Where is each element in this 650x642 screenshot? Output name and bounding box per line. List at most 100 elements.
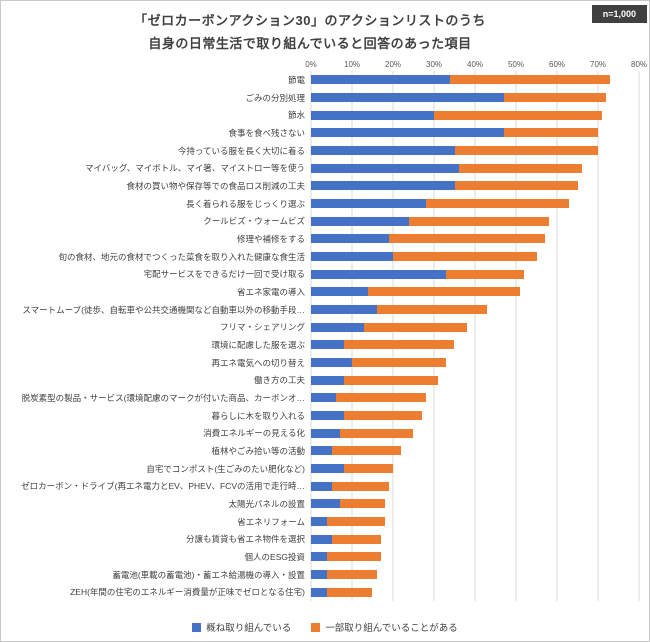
bar-segment-mostly	[311, 587, 328, 597]
chart-title: 「ゼロカーボンアクション30」のアクションリストのうち 自身の日常生活で取り組ん…	[41, 9, 579, 55]
legend-label-mostly: 概ね取り組んでいる	[206, 623, 292, 634]
bar-row: 長く着られる服をじっくり選ぶ	[11, 195, 639, 213]
bar-segment-mostly	[311, 110, 434, 120]
bar-row: 省エネ家電の導入	[11, 283, 639, 301]
bar-track	[311, 570, 639, 580]
category-label: 植林やごみ拾い等の活動	[211, 445, 305, 456]
bar-segment-mostly	[311, 428, 340, 438]
bar-row: スマートムーブ(徒歩、自転車や公共交通機関など自動車以外の移動手段…	[11, 301, 639, 319]
bar-track	[311, 128, 639, 138]
bar-segment-mostly	[311, 340, 344, 350]
bar-segment-partly	[327, 517, 385, 527]
bar-row: 環境に配慮した服を選ぶ	[11, 336, 639, 354]
bar-segment-partly	[454, 181, 578, 191]
bar-track	[311, 393, 639, 403]
x-tick-label: 50%	[507, 60, 525, 69]
bar-segment-mostly	[311, 216, 410, 226]
category-label: 分譲も賃貸も省エネ物件を選択	[185, 534, 305, 545]
category-label: スマートムーブ(徒歩、自転車や公共交通機関など自動車以外の移動手段…	[22, 304, 305, 315]
bar-row: 今持っている服を長く大切に着る	[11, 142, 639, 160]
bar-segment-partly	[458, 163, 582, 173]
bar-segment-partly	[454, 146, 598, 156]
bar-segment-mostly	[311, 234, 389, 244]
bar-segment-mostly	[311, 252, 393, 262]
x-tick-label: 80%	[630, 60, 648, 69]
chart-title-line1: 「ゼロカーボンアクション30」のアクションリストのうち	[134, 13, 486, 28]
gridline	[351, 71, 353, 601]
bar-segment-mostly	[311, 552, 328, 562]
bar-track	[311, 287, 639, 297]
bar-segment-mostly	[311, 146, 455, 156]
category-label: ZEH(年間の住宅のエネルギー消費量が正味でゼロとなる住宅)	[70, 587, 305, 598]
bar-segment-partly	[331, 481, 389, 491]
legend: 概ね取り組んでいる 一部取り組んでいることがある	[1, 619, 649, 635]
category-label: 食事を食べ残さない	[228, 127, 305, 138]
bar-track	[311, 322, 639, 332]
bar-track	[311, 411, 639, 421]
bar-track	[311, 234, 639, 244]
gridline	[515, 71, 517, 601]
bar-row: 節電	[11, 71, 639, 89]
bar-track	[311, 358, 639, 368]
bar-segment-mostly	[311, 446, 332, 456]
bar-row: 宅配サービスをできるだけ一回で受け取る	[11, 265, 639, 283]
bar-segment-partly	[339, 428, 414, 438]
bar-row: 脱炭素型の製品・サービス(環境配慮のマークが付いた商品、カーボンオ…	[11, 389, 639, 407]
legend-swatch-orange	[311, 622, 321, 632]
bar-track	[311, 481, 639, 491]
legend-item-partly: 一部取り組んでいることがある	[311, 620, 458, 634]
bar-row: ごみの分別処理	[11, 89, 639, 107]
sample-size-badge: n=1,000	[591, 5, 647, 23]
bar-segment-partly	[327, 587, 373, 597]
bar-segment-partly	[343, 464, 393, 474]
bar-row: 分譲も賃貸も省エネ物件を選択	[11, 530, 639, 548]
category-label: ごみの分別処理	[245, 92, 305, 103]
bar-segment-mostly	[311, 358, 352, 368]
bar-row: フリマ・シェアリング	[11, 318, 639, 336]
bar-segment-mostly	[311, 393, 336, 403]
bar-row: 植林やごみ拾い等の活動	[11, 442, 639, 460]
bar-row: 太陽光パネルの設置	[11, 495, 639, 513]
x-axis: 0% 10% 20% 30% 40% 50% 60% 70% 80%	[11, 55, 647, 71]
gridline	[310, 71, 312, 601]
bar-segment-mostly	[311, 570, 328, 580]
category-label: 旬の食材、地元の食材でつくった菜食を取り入れた健康な食生活	[58, 251, 305, 262]
bar-row: クールビズ・ウォームビズ	[11, 212, 639, 230]
bar-segment-mostly	[311, 322, 365, 332]
bar-row: 働き方の工夫	[11, 371, 639, 389]
bar-segment-mostly	[311, 481, 332, 491]
bar-track	[311, 75, 639, 85]
bar-segment-partly	[331, 446, 402, 456]
bar-track	[311, 340, 639, 350]
bar-row: 暮らしに木を取り入れる	[11, 407, 639, 425]
bar-segment-partly	[368, 287, 521, 297]
x-tick-label: 70%	[589, 60, 607, 69]
bar-segment-mostly	[311, 199, 426, 209]
bar-track	[311, 499, 639, 509]
category-label: 蓄電池(車載の蓄電池)・蓄エネ給湯機の導入・設置	[112, 569, 305, 580]
bar-segment-mostly	[311, 93, 504, 102]
bar-row: 旬の食材、地元の食材でつくった菜食を取り入れた健康な食生活	[11, 248, 639, 266]
bar-row: 蓄電池(車載の蓄電池)・蓄エネ給湯機の導入・設置	[11, 566, 639, 584]
bar-segment-partly	[393, 252, 537, 262]
bar-track	[311, 446, 639, 456]
bar-track	[311, 252, 639, 262]
bar-segment-partly	[376, 305, 488, 315]
category-label: マイバッグ、マイボトル、マイ箸、マイストロー等を使う	[85, 163, 305, 174]
gridline	[638, 71, 640, 601]
bar-row: 個人のESG投資	[11, 548, 639, 566]
category-label: 食材の買い物や保存等での食品ロス削減の工夫	[126, 180, 305, 191]
bar-row: 自宅でコンポスト(生ごみのたい肥化など)	[11, 460, 639, 478]
category-label: 省エネリフォーム	[237, 516, 305, 527]
bar-row: マイバッグ、マイボトル、マイ箸、マイストロー等を使う	[11, 159, 639, 177]
bar-track	[311, 146, 639, 156]
bar-rows: 節電 ごみの分別処理 節水 食事を食べ残さない 今持っている服を長く大切に着る マイバッグ…	[11, 71, 639, 601]
bar-track	[311, 110, 639, 120]
bar-segment-mostly	[311, 269, 447, 279]
bar-segment-partly	[339, 499, 385, 509]
bar-segment-mostly	[311, 128, 504, 138]
bar-track	[311, 464, 639, 474]
bar-track	[311, 375, 639, 385]
bar-row: 省エネリフォーム	[11, 513, 639, 531]
category-label: 今持っている服を長く大切に着る	[177, 145, 305, 156]
